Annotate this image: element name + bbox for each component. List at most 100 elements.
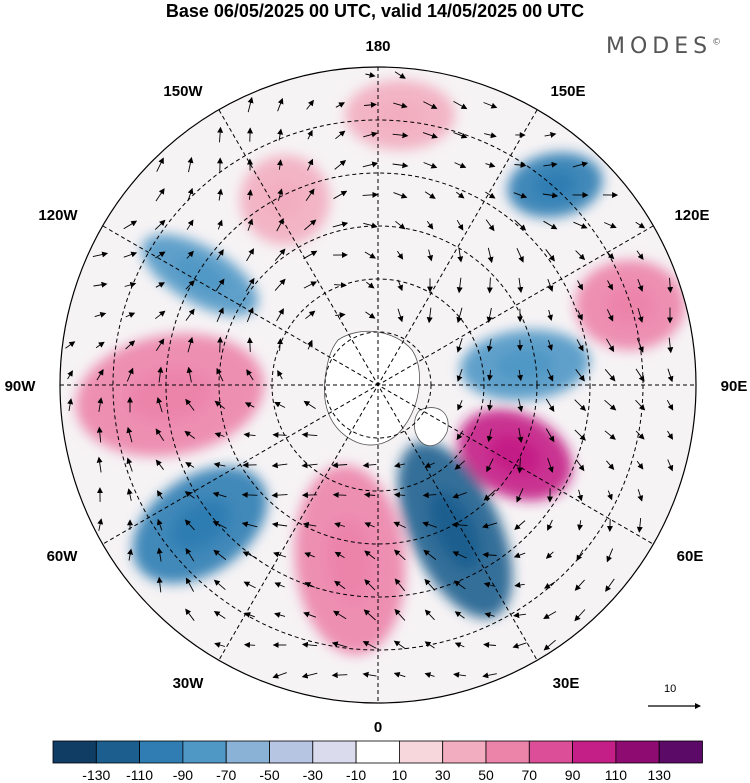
modes-logo: MODES© bbox=[606, 34, 721, 59]
wind-vector bbox=[575, 459, 585, 472]
wind-vector bbox=[274, 248, 286, 261]
wind-vector bbox=[65, 341, 76, 349]
wind-vector bbox=[575, 250, 586, 261]
colorbar-swatch bbox=[269, 740, 314, 764]
wind-vector bbox=[301, 641, 318, 648]
lon-label-60w: 60W bbox=[47, 548, 79, 565]
colorbar-tick-label: -110 bbox=[126, 767, 153, 783]
wind-vector bbox=[303, 250, 318, 260]
colorbar-swatch bbox=[658, 740, 703, 764]
wind-vector bbox=[577, 489, 584, 502]
wind-vector bbox=[127, 548, 134, 561]
wind-vector bbox=[334, 522, 346, 528]
wind-vector bbox=[456, 338, 463, 353]
wind-vector bbox=[424, 191, 436, 199]
colorbar-tick-label: 50 bbox=[478, 767, 494, 783]
wind-vector bbox=[577, 520, 584, 531]
graticule bbox=[60, 67, 696, 703]
wind-vector bbox=[335, 312, 346, 319]
wind-vector bbox=[424, 641, 435, 649]
colorbar-tick-label: -50 bbox=[259, 767, 279, 783]
wind-vector bbox=[636, 250, 644, 261]
wind-vector bbox=[486, 338, 493, 353]
wind-vector bbox=[393, 640, 406, 650]
wind-vector bbox=[243, 581, 256, 589]
wind-vector bbox=[543, 639, 556, 651]
wind-vector bbox=[393, 521, 406, 529]
wind-vector bbox=[214, 432, 225, 438]
wind-vector bbox=[667, 430, 674, 440]
wind-vector bbox=[482, 672, 497, 679]
wind-vector bbox=[572, 161, 589, 168]
wind-vector bbox=[217, 336, 224, 353]
wind-vector bbox=[155, 310, 166, 320]
wind-vector bbox=[397, 308, 404, 323]
lon-label-150e: 150E bbox=[550, 83, 585, 100]
wind-vector bbox=[393, 492, 406, 498]
wind-vector bbox=[362, 161, 379, 168]
wind-vector bbox=[576, 339, 584, 352]
wind-vector bbox=[185, 577, 194, 592]
wind-vector bbox=[363, 492, 376, 498]
wind-vector bbox=[457, 400, 463, 411]
wind-vector bbox=[606, 338, 615, 353]
longitude-labels: 180 150W 150E 120W 120E 90W 90E 60W 60E … bbox=[5, 38, 748, 735]
wind-vector bbox=[331, 462, 348, 469]
wind-vector bbox=[517, 398, 524, 413]
wind-vector bbox=[277, 370, 283, 380]
wind-vector bbox=[96, 426, 103, 443]
wind-vector bbox=[667, 337, 674, 354]
wind-vector bbox=[335, 102, 345, 108]
wind-vector bbox=[393, 549, 406, 561]
wind-vectors bbox=[65, 71, 674, 679]
wind-vector bbox=[244, 612, 255, 618]
wind-vector bbox=[456, 277, 463, 294]
wind-vector bbox=[186, 366, 193, 383]
wind-vector bbox=[271, 492, 288, 499]
wind-vector bbox=[574, 429, 586, 441]
wind-vector bbox=[574, 609, 586, 622]
wind-vector bbox=[543, 161, 558, 168]
lon-label-150w: 150W bbox=[163, 83, 203, 100]
lon-label-30e: 30E bbox=[553, 675, 580, 692]
wind-vector bbox=[184, 519, 195, 531]
wind-vector bbox=[216, 249, 224, 261]
wind-vector bbox=[636, 460, 644, 470]
wind-vector bbox=[456, 307, 463, 324]
wind-vector bbox=[362, 671, 377, 678]
wind-vector bbox=[217, 219, 223, 230]
polar-map[interactable]: 180 150W 150E 120W 120E 90W 90E 60W 60E … bbox=[0, 0, 750, 735]
wind-vector bbox=[271, 462, 288, 469]
wind-vector bbox=[452, 551, 467, 559]
wind-vector bbox=[155, 282, 165, 288]
colorbar-tick-label: 110 bbox=[605, 767, 628, 783]
wind-vector bbox=[606, 309, 614, 322]
wind-vector bbox=[274, 612, 286, 618]
wind-vector bbox=[453, 132, 468, 139]
wind-vector bbox=[96, 456, 103, 473]
colorbar-swatch bbox=[52, 740, 97, 764]
wind-vector bbox=[636, 518, 643, 533]
wind-vector bbox=[247, 96, 254, 113]
anomaly-field bbox=[60, 67, 696, 703]
wind-vector bbox=[487, 369, 493, 382]
anomaly-core bbox=[173, 256, 227, 294]
wind-vector bbox=[487, 399, 493, 412]
wind-vector bbox=[485, 219, 495, 232]
wind-vector bbox=[545, 551, 554, 559]
colorbar-swatch bbox=[572, 740, 617, 764]
wind-vector bbox=[517, 427, 524, 443]
wind-vector bbox=[245, 277, 255, 292]
wind-vector bbox=[547, 278, 554, 292]
wind-vector bbox=[514, 219, 527, 231]
wind-vector bbox=[456, 368, 463, 382]
wind-vector bbox=[365, 72, 376, 78]
wind-vector bbox=[394, 578, 406, 592]
wind-vector bbox=[393, 192, 408, 199]
wind-vector bbox=[96, 369, 104, 381]
wind-vector bbox=[454, 611, 465, 619]
wind-vector bbox=[186, 250, 194, 259]
lon-label-90e: 90E bbox=[721, 378, 748, 395]
wind-vector bbox=[364, 251, 376, 259]
wind-vector bbox=[394, 462, 406, 468]
